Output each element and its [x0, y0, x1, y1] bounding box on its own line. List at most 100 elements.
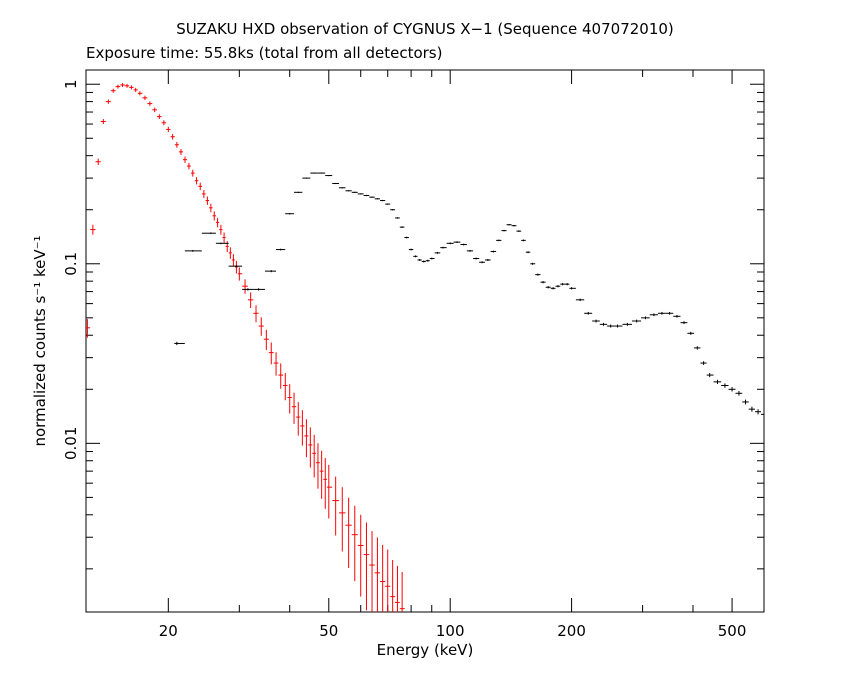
data-point: [665, 311, 674, 315]
data-point: [511, 224, 517, 227]
data-point: [466, 249, 474, 252]
data-point: [247, 292, 254, 308]
data-point: [713, 379, 722, 384]
data-point: [446, 242, 454, 245]
data-point: [120, 83, 125, 87]
data-point: [137, 91, 143, 96]
data-point: [657, 311, 666, 315]
data-point: [156, 114, 162, 120]
data-point: [687, 331, 695, 335]
data-point: [380, 199, 386, 202]
data-point: [694, 346, 701, 350]
data-point: [592, 319, 600, 323]
data-point: [338, 487, 346, 552]
data-point: [404, 236, 409, 239]
data-point: [345, 190, 352, 192]
data-point: [323, 458, 328, 509]
data-point: [338, 187, 346, 189]
data-point: [178, 148, 183, 155]
data-point: [296, 402, 301, 436]
x-tick-label: 20: [159, 622, 178, 640]
data-point: [332, 182, 339, 185]
data-point: [496, 239, 502, 242]
data-point: [395, 217, 400, 219]
data-point: [440, 246, 447, 249]
data-point: [357, 193, 364, 195]
data-point: [473, 257, 480, 260]
y-tick-label: 0.01: [62, 427, 80, 460]
data-point: [622, 322, 633, 326]
data-point: [490, 250, 497, 253]
data-point: [599, 322, 608, 326]
data-point: [100, 119, 106, 125]
data-point: [434, 251, 441, 254]
chart-subtitle: Exposure time: 55.8ks (total from all de…: [86, 44, 443, 62]
data-point: [369, 531, 375, 612]
data-point: [374, 198, 381, 200]
x-tick-label: 500: [718, 622, 747, 640]
data-point: [253, 305, 259, 323]
data-point: [228, 265, 243, 268]
data-point: [550, 287, 556, 290]
data-point: [129, 85, 134, 90]
data-point: [325, 174, 333, 177]
data-point: [555, 285, 561, 288]
data-point: [219, 224, 223, 235]
data-point: [641, 316, 650, 320]
data-point: [506, 223, 512, 226]
data-point: [413, 255, 418, 258]
data-point: [174, 341, 185, 346]
data-point: [319, 450, 324, 499]
data-point: [215, 242, 229, 245]
data-point: [133, 87, 138, 92]
data-point: [201, 232, 216, 235]
data-point: [761, 411, 765, 417]
data-point: [209, 203, 213, 213]
data-point: [152, 107, 157, 113]
data-point: [374, 537, 381, 612]
data-point: [453, 241, 461, 243]
data-point: [316, 443, 320, 489]
data-point: [283, 373, 288, 401]
data-point: [385, 203, 391, 205]
data-point: [264, 270, 276, 273]
x-axis-ticks: 20 50 100 200 500: [159, 70, 765, 640]
data-point: [516, 230, 522, 232]
data-point: [332, 476, 339, 536]
plot-frame: [85, 69, 765, 613]
data-point: [649, 313, 658, 317]
data-point: [327, 464, 333, 519]
data-point: [86, 319, 91, 338]
data-point: [395, 565, 400, 612]
data-point: [399, 226, 405, 228]
data-point: [390, 560, 396, 612]
data-point: [115, 84, 121, 89]
data-point: [242, 288, 254, 291]
data-point: [202, 190, 206, 198]
y-axis-label: normalized counts s⁻¹ keV⁻¹: [31, 235, 49, 446]
data-point: [345, 497, 352, 569]
data-point: [312, 434, 317, 478]
data-point: [194, 177, 199, 185]
data-point: [484, 259, 491, 261]
data-point: [545, 286, 551, 289]
data-point: [728, 387, 736, 392]
series-1: [174, 172, 765, 417]
data-point: [535, 273, 541, 276]
data-point: [300, 410, 305, 446]
data-point: [460, 243, 467, 246]
data-point: [680, 321, 688, 325]
data-point: [263, 329, 269, 350]
y-tick-label: 0.1: [62, 252, 80, 276]
series-0: [86, 83, 405, 612]
data-point: [408, 248, 414, 251]
x-tick-label: 50: [319, 622, 338, 640]
data-point: [754, 409, 762, 415]
data-point: [302, 177, 311, 179]
series-layer: [86, 83, 765, 612]
data-point: [614, 324, 623, 328]
data-point: [90, 224, 96, 235]
data-point: [293, 191, 303, 193]
data-point: [186, 162, 191, 170]
data-point: [273, 352, 279, 376]
